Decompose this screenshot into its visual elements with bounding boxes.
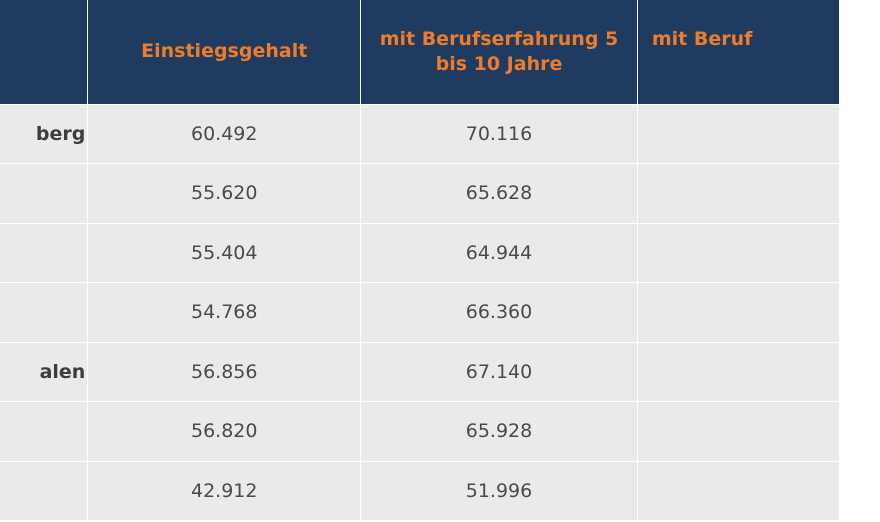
more-experience-cell	[637, 342, 841, 402]
salary-table: Einstiegsgehalt mit Berufserfahrung 5 bi…	[0, 0, 841, 521]
more-experience-cell	[637, 282, 841, 343]
entry-salary-cell: 55.620	[87, 163, 362, 224]
more-experience-cell	[637, 104, 841, 164]
header-region	[0, 0, 89, 105]
experience-salary-cell: 65.628	[360, 163, 638, 224]
header-experience-more: mit Beruf	[637, 0, 841, 105]
entry-salary-cell: 54.768	[87, 282, 362, 343]
region-cell: berg	[0, 104, 89, 164]
region-cell	[0, 401, 89, 462]
header-entry-salary: Einstiegsgehalt	[87, 0, 362, 105]
region-cell	[0, 461, 89, 521]
table-row: alen 56.856 67.140	[0, 342, 841, 402]
experience-salary-cell: 66.360	[360, 282, 638, 343]
more-experience-cell	[637, 461, 841, 521]
entry-salary-cell: 55.404	[87, 223, 362, 283]
entry-salary-cell: 56.856	[87, 342, 362, 402]
experience-salary-cell: 67.140	[360, 342, 638, 402]
experience-salary-cell: 65.928	[360, 401, 638, 462]
table-row: 42.912 51.996	[0, 461, 841, 521]
region-cell	[0, 223, 89, 283]
table-row: 54.768 66.360	[0, 282, 841, 343]
region-cell	[0, 282, 89, 343]
more-experience-cell	[637, 401, 841, 462]
entry-salary-cell: 60.492	[87, 104, 362, 164]
experience-salary-cell: 64.944	[360, 223, 638, 283]
entry-salary-cell: 56.820	[87, 401, 362, 462]
entry-salary-cell: 42.912	[87, 461, 362, 521]
table-row: 56.820 65.928	[0, 401, 841, 462]
table-row: 55.404 64.944	[0, 223, 841, 283]
table-row: 55.620 65.628	[0, 163, 841, 224]
table-header-row: Einstiegsgehalt mit Berufserfahrung 5 bi…	[0, 0, 841, 105]
region-cell	[0, 163, 89, 224]
more-experience-cell	[637, 223, 841, 283]
header-experience-5-10: mit Berufserfahrung 5 bis 10 Jahre	[360, 0, 638, 105]
table-row: berg 60.492 70.116	[0, 104, 841, 164]
more-experience-cell	[637, 163, 841, 224]
experience-salary-cell: 51.996	[360, 461, 638, 521]
region-cell: alen	[0, 342, 89, 402]
experience-salary-cell: 70.116	[360, 104, 638, 164]
